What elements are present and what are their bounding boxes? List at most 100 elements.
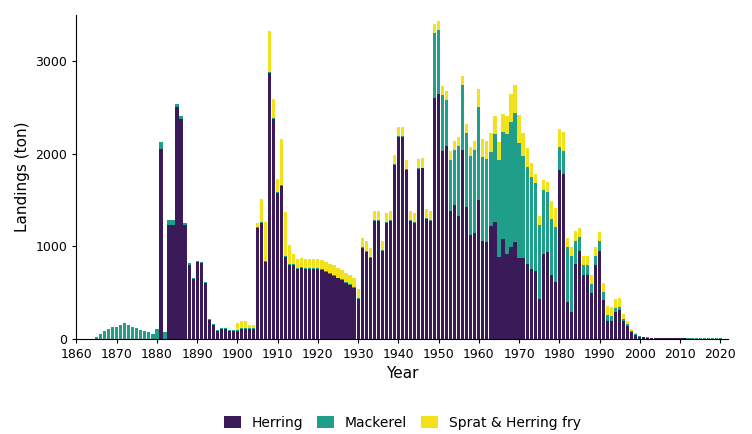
Bar (586, 275, 589, 339)
Bar (389, 211, 392, 220)
Bar (377, 211, 380, 220)
Bar (461, 85, 464, 150)
Bar (180, 116, 183, 118)
Bar (332, 276, 335, 339)
Bar (385, 222, 388, 223)
Bar (618, 310, 621, 339)
Bar (135, 329, 138, 339)
Bar (211, 325, 215, 339)
Bar (630, 332, 633, 339)
Bar (638, 337, 641, 339)
Bar (356, 299, 359, 339)
Bar (276, 179, 279, 192)
Bar (368, 258, 371, 339)
Bar (288, 265, 291, 339)
Bar (618, 307, 621, 310)
Bar (505, 116, 508, 134)
Bar (264, 261, 267, 262)
Bar (590, 293, 593, 339)
Bar (168, 220, 171, 225)
Bar (425, 219, 428, 339)
Bar (529, 177, 532, 269)
Bar (538, 299, 541, 339)
Bar (558, 129, 561, 147)
Bar (324, 271, 328, 272)
Bar (296, 268, 299, 269)
Bar (546, 191, 549, 252)
Bar (622, 321, 626, 339)
Bar (457, 137, 460, 146)
Bar (348, 275, 352, 284)
Bar (514, 113, 517, 242)
Bar (409, 221, 412, 339)
Bar (159, 149, 162, 339)
Bar (505, 134, 508, 254)
Bar (256, 223, 259, 227)
Bar (562, 174, 565, 339)
Bar (650, 338, 653, 339)
Bar (389, 221, 392, 339)
Bar (305, 259, 308, 268)
Bar (276, 192, 279, 194)
Bar (626, 326, 629, 339)
Bar (541, 254, 545, 339)
Bar (566, 247, 569, 302)
Bar (570, 247, 573, 256)
Bar (449, 211, 452, 339)
Bar (558, 147, 561, 170)
Bar (634, 334, 638, 335)
Bar (220, 329, 223, 339)
Bar (606, 306, 609, 316)
Bar (465, 133, 468, 207)
Bar (240, 321, 243, 329)
Bar (534, 174, 537, 183)
Bar (521, 258, 525, 339)
Bar (610, 321, 613, 339)
Bar (626, 324, 629, 326)
Bar (401, 127, 404, 136)
Bar (268, 73, 271, 339)
Bar (437, 95, 440, 339)
Bar (433, 24, 436, 33)
Bar (336, 268, 340, 277)
Bar (541, 190, 545, 254)
Bar (473, 141, 477, 150)
Bar (292, 265, 296, 339)
Bar (308, 269, 311, 339)
Bar (437, 20, 440, 30)
Bar (646, 338, 650, 339)
Bar (602, 293, 605, 300)
Bar (405, 160, 408, 169)
Bar (288, 263, 291, 265)
Bar (570, 256, 573, 312)
Bar (481, 139, 484, 158)
Bar (268, 72, 271, 73)
Bar (139, 330, 142, 339)
Bar (526, 167, 529, 263)
Bar (517, 258, 520, 339)
Bar (413, 213, 416, 222)
Bar (143, 331, 147, 339)
Bar (280, 139, 284, 185)
Bar (147, 332, 150, 339)
Bar (248, 329, 251, 339)
Bar (312, 268, 316, 269)
Bar (260, 199, 263, 222)
Bar (252, 325, 255, 329)
Bar (606, 321, 609, 339)
Bar (320, 269, 323, 270)
Bar (602, 300, 605, 339)
X-axis label: Year: Year (386, 366, 419, 381)
Bar (502, 132, 505, 239)
Bar (538, 216, 541, 225)
Bar (461, 150, 464, 339)
Bar (341, 279, 344, 280)
Bar (590, 284, 593, 293)
Bar (574, 240, 577, 263)
Bar (272, 99, 275, 118)
Bar (377, 221, 380, 339)
Bar (497, 160, 501, 257)
Bar (244, 321, 247, 329)
Bar (566, 302, 569, 339)
Bar (312, 269, 316, 339)
